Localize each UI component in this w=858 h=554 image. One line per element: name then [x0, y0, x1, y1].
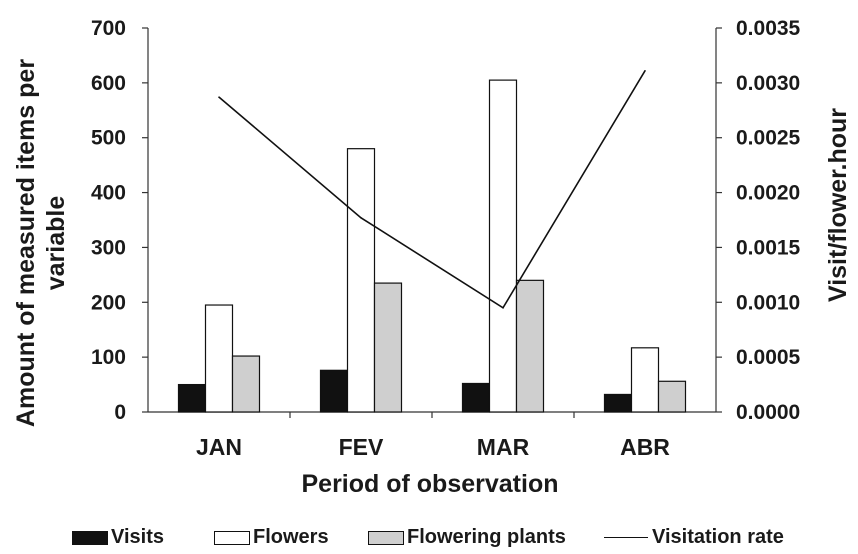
y2-tick-label: 0.0025 — [736, 127, 801, 150]
legend-item-visitation-rate: Visitation rate — [604, 526, 784, 549]
bar-flowering-plants — [231, 355, 261, 413]
bar-visits — [177, 383, 207, 413]
y-tick-label: 0 — [114, 401, 126, 424]
y-tick-label: 600 — [91, 72, 126, 95]
y-tick-label: 100 — [91, 346, 126, 369]
y-tick-label: 700 — [91, 17, 126, 40]
legend-swatch-flowering-plants — [368, 530, 404, 545]
chart: 0 100 200 300 400 500 600 700 0.0000 0.0005 0.0010… — [12, 17, 852, 498]
y-tick-label: 400 — [91, 182, 126, 205]
legend-swatch-visits — [72, 530, 108, 545]
y2-tick-label: 0.0035 — [736, 17, 801, 40]
legend-label-flowers: Flowers — [253, 526, 329, 548]
y-tick-label: 500 — [91, 127, 126, 150]
y-axis-label-line1: Amount of measured items per — [12, 59, 40, 427]
x-tick-label: FEV — [339, 434, 384, 460]
bar-flowering-plants — [373, 282, 403, 413]
legend-label-flowering-plants: Flowering plants — [407, 526, 566, 548]
bar-visits — [603, 393, 633, 413]
legend-item-flowering-plants: Flowering plants — [368, 526, 566, 549]
bar-flowering-plants — [657, 380, 687, 413]
bar-flowers — [630, 347, 660, 413]
point-visitation-rate — [502, 306, 504, 309]
y2-tick-label: 0.0005 — [736, 346, 801, 369]
point-visitation-rate — [644, 69, 646, 72]
y2-tick-label: 0.0010 — [736, 291, 800, 314]
bar-flowers — [204, 304, 234, 413]
x-tick-label: JAN — [196, 434, 242, 460]
legend-label-visitation-rate: Visitation rate — [652, 526, 784, 548]
x-tick-label: ABR — [620, 434, 670, 460]
legend-item-flowers: Flowers — [214, 526, 329, 549]
y-tick-label: 300 — [91, 236, 126, 259]
point-visitation-rate — [360, 217, 362, 219]
point-visitation-rate — [218, 96, 220, 98]
y-tick-label: 200 — [91, 291, 126, 314]
bar-visits — [461, 382, 491, 413]
x-axis-label: Period of observation — [302, 470, 559, 498]
line-visitation-rate — [218, 70, 646, 309]
y2-axis-label: Visit/flower.hour — [824, 108, 852, 302]
x-tick-label: MAR — [477, 434, 530, 460]
bar-flowers — [346, 148, 376, 413]
legend: Visits Flowers Flowering plants Visitati… — [0, 526, 858, 554]
y2-tick-label: 0.0000 — [736, 401, 800, 424]
legend-swatch-visitation-rate — [604, 537, 648, 538]
legend-swatch-flowers — [214, 530, 250, 545]
bar-flowering-plants — [515, 279, 545, 413]
bar-flowers — [488, 79, 518, 413]
y2-tick-label: 0.0020 — [736, 182, 800, 205]
y2-tick-label: 0.0030 — [736, 72, 800, 95]
y-axis-label-line2: variable — [42, 196, 70, 291]
y2-tick-label: 0.0015 — [736, 236, 801, 259]
legend-label-visits: Visits — [111, 526, 164, 548]
bar-visits — [319, 369, 349, 413]
legend-item-visits: Visits — [72, 526, 164, 549]
plot-area: 0 100 200 300 400 500 600 700 0.0000 0.0005 0.0010… — [91, 17, 801, 460]
